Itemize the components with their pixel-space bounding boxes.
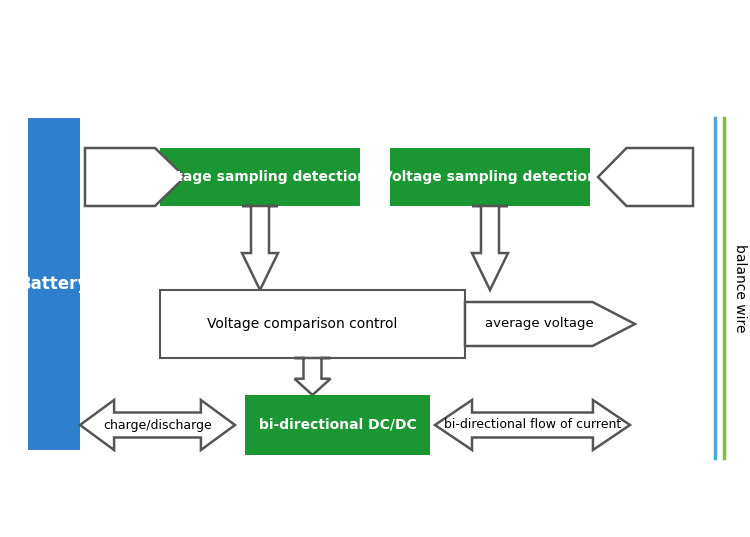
Text: average voltage: average voltage xyxy=(485,317,594,330)
Bar xyxy=(390,148,590,206)
Polygon shape xyxy=(435,400,630,450)
Text: bi-directional DC/DC: bi-directional DC/DC xyxy=(259,418,416,432)
Text: Voltage sampling detection: Voltage sampling detection xyxy=(382,170,598,184)
Bar xyxy=(160,148,360,206)
Text: Voltage sampling detection: Voltage sampling detection xyxy=(152,170,368,184)
Text: bi-directional flow of current: bi-directional flow of current xyxy=(444,418,621,432)
Polygon shape xyxy=(85,148,185,206)
Bar xyxy=(160,290,465,358)
Bar xyxy=(245,395,430,455)
Polygon shape xyxy=(598,148,693,206)
Text: Battery: Battery xyxy=(19,275,89,293)
Polygon shape xyxy=(465,302,635,346)
Polygon shape xyxy=(472,206,508,290)
Text: Voltage comparison control: Voltage comparison control xyxy=(207,317,398,331)
Text: charge/discharge: charge/discharge xyxy=(103,418,212,432)
Polygon shape xyxy=(80,400,235,450)
Polygon shape xyxy=(295,358,331,395)
Bar xyxy=(28,118,80,450)
Polygon shape xyxy=(242,206,278,290)
Text: balance wire: balance wire xyxy=(733,244,747,332)
